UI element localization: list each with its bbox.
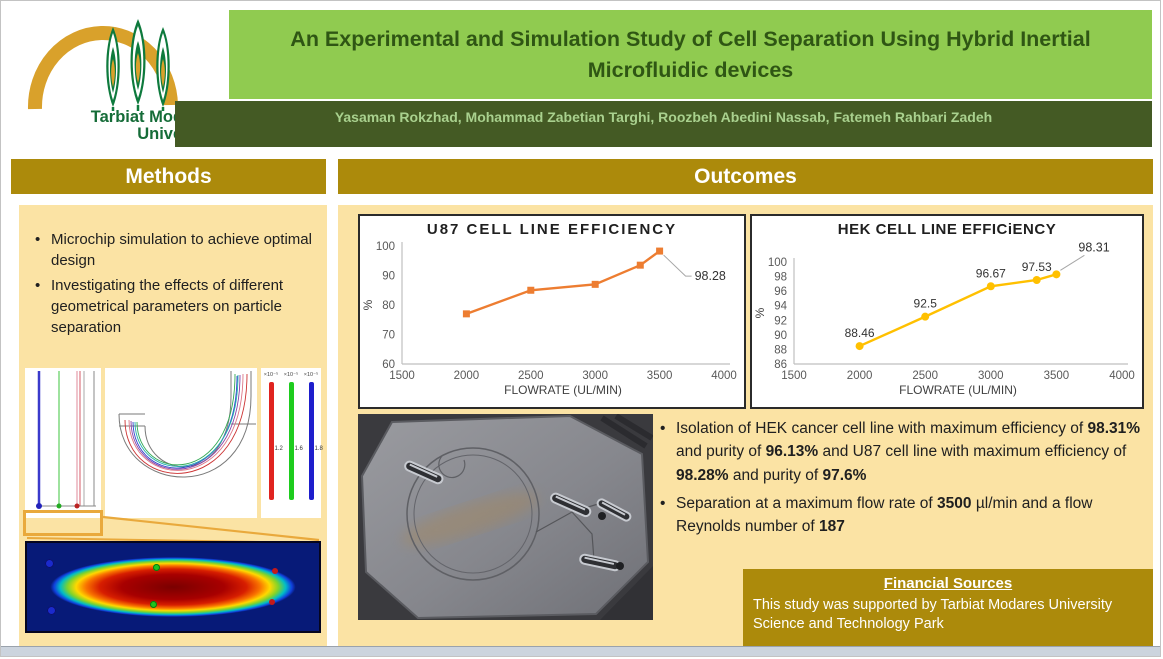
colorbar-scale-label: ×10⁻⁵	[303, 372, 319, 378]
svg-text:FLOWRATE (UL/MIN): FLOWRATE (UL/MIN)	[504, 383, 622, 397]
svg-text:3000: 3000	[582, 370, 608, 382]
methods-heading: Methods	[125, 164, 212, 188]
university-logo: Tarbiat Modares University	[21, 13, 219, 142]
colorbar-scale-label: ×10⁻⁵	[283, 372, 299, 378]
svg-text:3000: 3000	[978, 370, 1004, 382]
colorbar-blue: ×10⁻⁵ 1.8	[302, 372, 323, 514]
svg-text:98.28: 98.28	[695, 269, 726, 283]
chart-title: U87 CELL LINE EFFICIENCY	[426, 221, 678, 238]
svg-text:90: 90	[382, 271, 395, 283]
methods-bullet-1: Microchip simulation to achieve optimal …	[31, 229, 319, 272]
svg-text:88: 88	[774, 344, 787, 356]
svg-text:100: 100	[376, 241, 395, 253]
svg-text:86: 86	[774, 359, 787, 371]
outcomes-heading: Outcomes	[694, 164, 797, 188]
simulation-u-channel-figure	[105, 368, 257, 518]
svg-text:2000: 2000	[454, 370, 480, 382]
svg-text:90: 90	[774, 330, 787, 342]
poster-title: An Experimental and Simulation Study of …	[290, 27, 1091, 82]
svg-text:92.5: 92.5	[914, 297, 938, 311]
svg-text:4000: 4000	[711, 370, 737, 382]
svg-text:%: %	[361, 299, 375, 310]
colorbar-green-bar	[288, 382, 294, 500]
zoom-highlight-rectangle	[23, 510, 103, 536]
methods-bullet-list: Microchip simulation to achieve optimal …	[31, 229, 319, 341]
heatmap-red-particle	[269, 599, 276, 606]
colorbar-red-bar	[268, 382, 274, 500]
svg-text:97.53: 97.53	[1022, 260, 1052, 274]
colorbar-value: 1.2	[274, 446, 283, 452]
financial-sources-box: Financial Sources This study was support…	[743, 569, 1153, 646]
svg-text:96.67: 96.67	[976, 266, 1006, 280]
heatmap-red-particle	[272, 567, 279, 574]
methods-section-header: Methods	[11, 159, 326, 194]
simulation-inlet-lines-figure	[25, 368, 101, 518]
hek-efficiency-chart: HEK CELL LINE EFFICiENCY 1500 2000 2500 300…	[750, 214, 1144, 409]
outcomes-section-header: Outcomes	[338, 159, 1153, 194]
svg-text:3500: 3500	[647, 370, 673, 382]
svg-text:2000: 2000	[847, 370, 873, 382]
outcomes-panel: U87 CELL LINE EFFICIENCY 1500 2000 2500 300…	[338, 205, 1153, 646]
heatmap-green-particle	[152, 564, 160, 572]
svg-text:4000: 4000	[1109, 370, 1135, 382]
financial-sources-heading: Financial Sources	[883, 575, 1013, 592]
colorbar-value: 1.8	[314, 446, 323, 452]
window-bottom-strip	[1, 646, 1160, 656]
svg-text:80: 80	[382, 300, 395, 312]
outcomes-bullet-list: Isolation of HEK cancer cell line with m…	[656, 417, 1142, 543]
svg-text:96: 96	[774, 286, 787, 298]
svg-text:1500: 1500	[781, 370, 807, 382]
velocity-heatmap-figure	[25, 541, 321, 633]
heatmap-blue-particle	[44, 558, 54, 568]
svg-text:1500: 1500	[389, 370, 415, 382]
simulation-colorbar-legend: ×10⁻⁵ 1.2 ×10⁻⁵ 1.6 ×10⁻⁵ 1.8	[261, 368, 323, 518]
outcomes-bullet-2: Separation at a maximum flow rate of 350…	[656, 492, 1142, 539]
svg-text:88.46: 88.46	[845, 326, 875, 340]
financial-sources-text: This study was supported by Tarbiat Moda…	[753, 597, 1113, 632]
svg-text:98: 98	[774, 272, 787, 284]
outcomes-bullet-1: Isolation of HEK cancer cell line with m…	[656, 417, 1142, 487]
svg-text:3500: 3500	[1044, 370, 1070, 382]
methods-panel: Microchip simulation to achieve optimal …	[19, 205, 327, 646]
colorbar-scale-label: ×10⁻⁵	[263, 372, 279, 378]
svg-text:70: 70	[382, 330, 395, 342]
chart-title: HEK CELL LINE EFFICiENCY	[837, 221, 1057, 238]
colorbar-green: ×10⁻⁵ 1.6	[282, 372, 303, 514]
heatmap-green-particle	[149, 601, 157, 609]
cypress-trees-icon	[106, 19, 170, 119]
svg-text:2500: 2500	[912, 370, 938, 382]
methods-bullet-2: Investigating the effects of different g…	[31, 275, 319, 339]
svg-text:92: 92	[774, 315, 787, 327]
poster-title-banner: An Experimental and Simulation Study of …	[229, 10, 1152, 99]
svg-text:2500: 2500	[518, 370, 544, 382]
u87-chart-plot: 1500 2000 2500 3000 3500 4000 60 70 80 90 100 FLOWR…	[361, 241, 737, 397]
microfluidic-chip-photo	[358, 413, 654, 620]
authors-list: Yasaman Rokzhad, Mohammad Zabetian Targh…	[334, 109, 993, 125]
colorbar-red: ×10⁻⁵ 1.2	[262, 372, 283, 514]
svg-text:94: 94	[774, 301, 787, 313]
heatmap-blue-particle	[47, 606, 57, 616]
svg-text:100: 100	[768, 257, 787, 269]
u87-efficiency-chart: U87 CELL LINE EFFICIENCY 1500 2000 2500 300…	[358, 214, 746, 409]
svg-text:60: 60	[382, 359, 395, 371]
authors-banner: Yasaman Rokzhad, Mohammad Zabetian Targh…	[175, 101, 1152, 147]
hek-chart-plot: 1500 2000 2500 3000 3500 4000 86 88 90 92 94 96 98 10…	[753, 240, 1135, 397]
colorbar-blue-bar	[308, 382, 314, 500]
svg-text:FLOWRATE (UL/MIN): FLOWRATE (UL/MIN)	[899, 383, 1017, 397]
svg-text:98.31: 98.31	[1078, 240, 1109, 254]
university-logo-icon	[27, 19, 178, 119]
svg-text:%: %	[753, 307, 767, 318]
colorbar-value: 1.6	[294, 446, 303, 452]
